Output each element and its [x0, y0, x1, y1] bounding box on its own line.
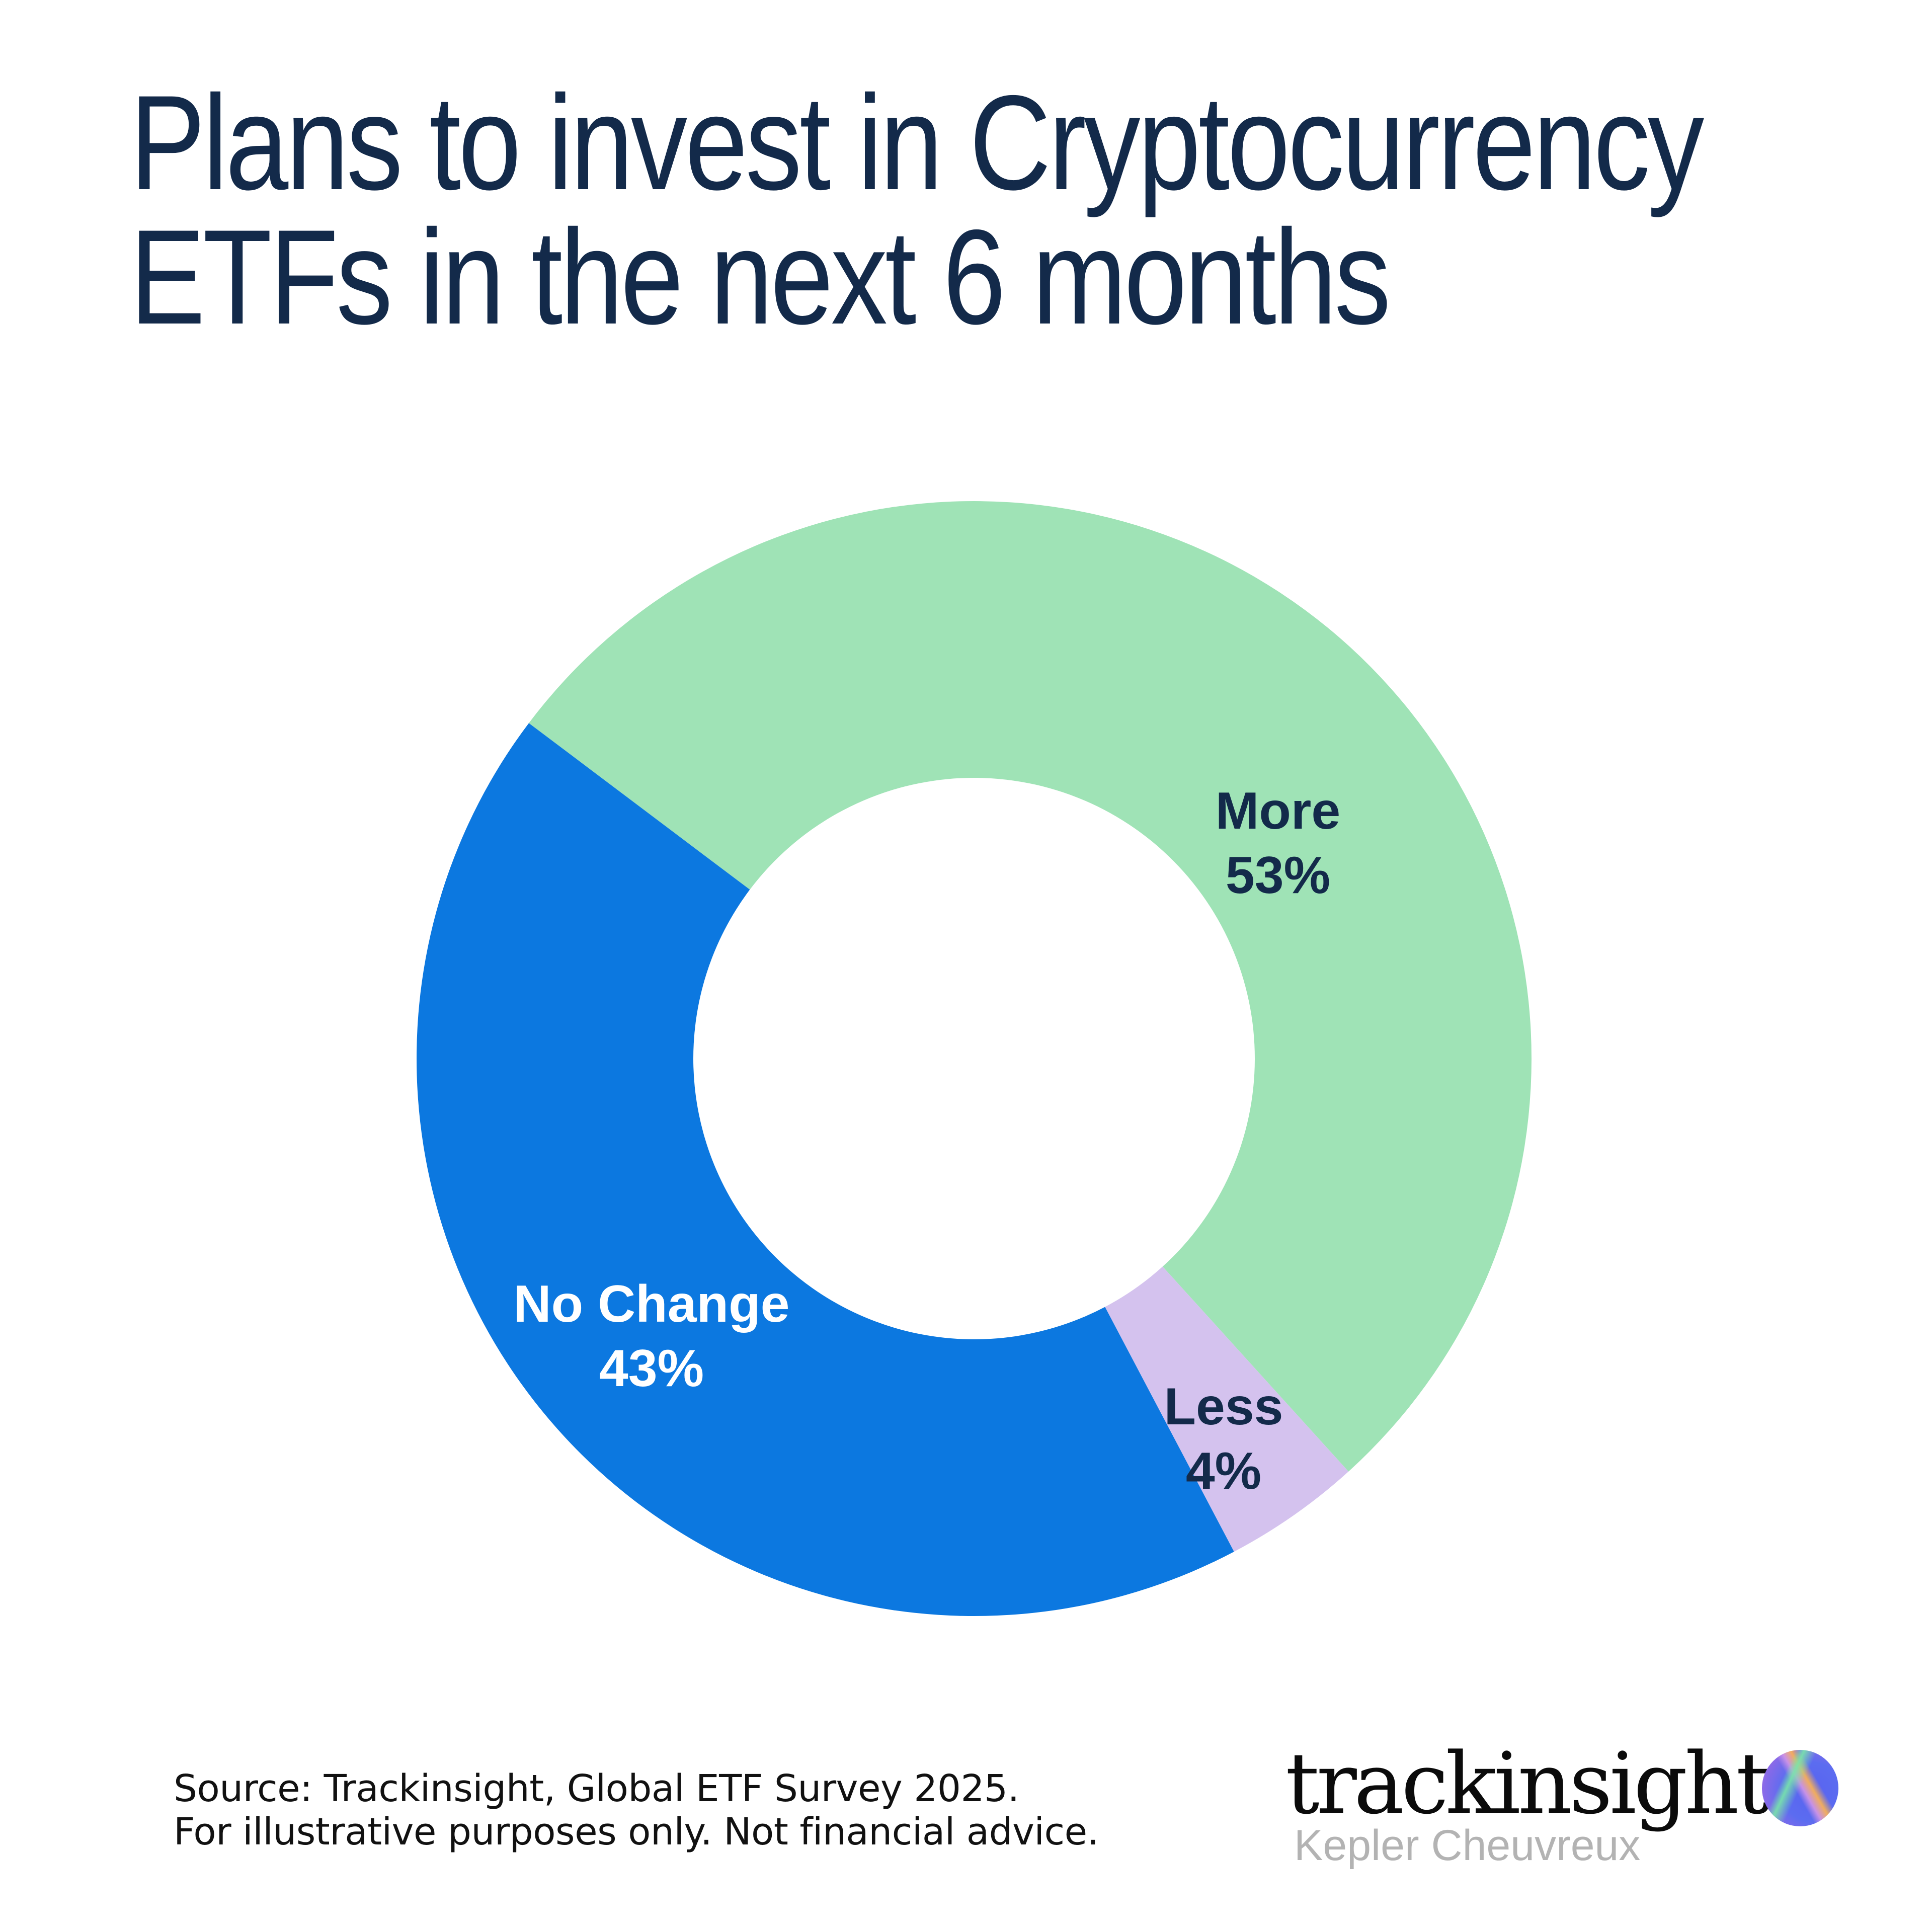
- slice-label-less-value: 4%: [1185, 1442, 1262, 1500]
- donut-slice-less: [1105, 1266, 1349, 1552]
- slice-label-less-name: Less: [1164, 1378, 1283, 1436]
- chart-title: Plans to invest in Cryptocurrency ETFs i…: [130, 75, 1932, 344]
- brand-logo-text: trackinsight: [1285, 1734, 1770, 1833]
- brand-partner-text: Kepler Cheuvreux: [1294, 1821, 1641, 1870]
- disclaimer-line: For illustrative purposes only. Not fina…: [174, 1810, 1099, 1854]
- slice-label-no-change-name: No Change: [513, 1275, 790, 1333]
- source-note: Source: Trackinsight, Global ETF Survey …: [174, 1767, 1099, 1854]
- donut-slice-no-change: [417, 723, 1234, 1616]
- chart-title-line-2: ETFs in the next 6 months: [130, 201, 1391, 352]
- donut-slices: [417, 501, 1532, 1616]
- donut-slice-more: [529, 501, 1532, 1472]
- slice-label-no-change: No Change 43%: [514, 1272, 790, 1401]
- slice-label-no-change-value: 43%: [599, 1339, 704, 1398]
- slice-label-more-name: More: [1215, 782, 1341, 840]
- gradient-orb-icon: [1762, 1750, 1838, 1826]
- slice-label-more: More 53%: [1216, 779, 1340, 908]
- slice-label-less: Less 4%: [1164, 1375, 1283, 1503]
- chart-title-line-1: Plans to invest in Cryptocurrency: [130, 67, 1704, 218]
- slice-label-more-value: 53%: [1225, 846, 1331, 905]
- source-line: Source: Trackinsight, Global ETF Survey …: [174, 1767, 1019, 1810]
